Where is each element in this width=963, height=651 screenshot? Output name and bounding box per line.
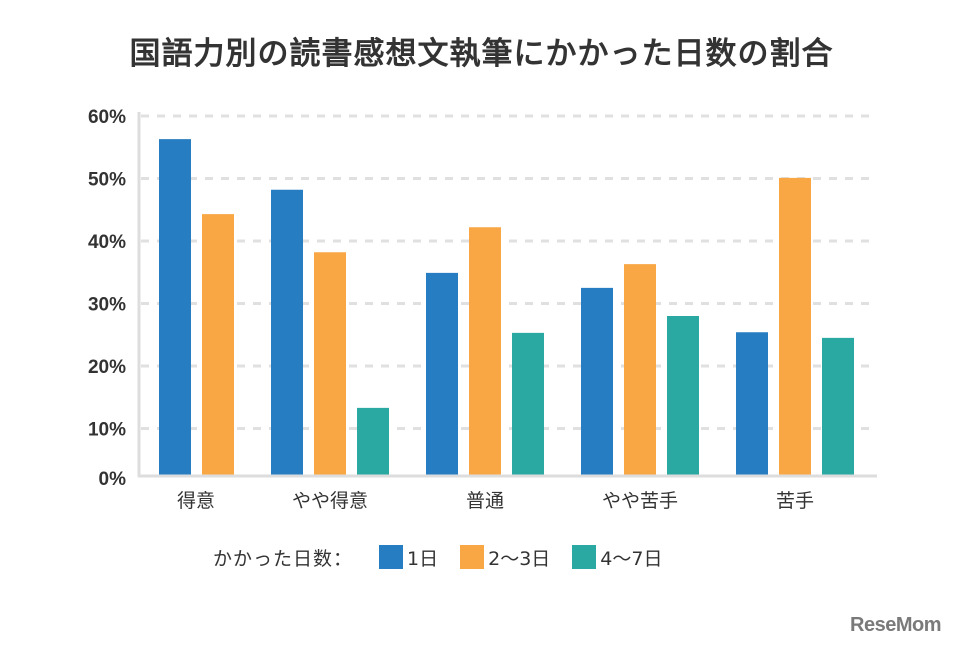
bar-2-3days <box>314 252 346 475</box>
bar-4-7days <box>667 316 699 475</box>
x-axis-ticks: 得意 やや得意 普通 やや苦手 苦手 <box>177 490 814 512</box>
bar-2-3days <box>202 214 234 475</box>
bar-1day <box>581 287 613 475</box>
legend-item-4-7days: 4〜7日 <box>572 544 662 571</box>
y-tick-label: 0% <box>99 469 127 490</box>
y-tick-label: 30% <box>88 295 126 316</box>
y-tick-label: 40% <box>88 232 126 253</box>
legend-label-2-3days: 2〜3日 <box>488 547 551 570</box>
x-tick-label: 得意 <box>177 490 215 512</box>
bar-4-7days <box>357 407 389 475</box>
legend-item-2-3days: 2〜3日 <box>460 544 550 571</box>
bar-1day <box>736 332 768 475</box>
y-tick-label: 50% <box>88 170 126 191</box>
bar-2-3days <box>779 177 811 475</box>
legend: かかった日数： 1日 2〜3日 4〜7日 <box>213 543 684 571</box>
bar-4-7days <box>822 337 854 475</box>
bar-1day <box>271 189 303 475</box>
legend-swatch-2-3days <box>460 545 485 569</box>
bar-1day <box>159 139 191 475</box>
bar-1day <box>426 272 458 475</box>
legend-swatch-1day <box>379 545 404 569</box>
y-tick-label: 20% <box>88 357 126 378</box>
legend-label-1day: 1日 <box>407 547 439 570</box>
x-tick-label: 普通 <box>466 490 504 512</box>
legend-item-1day: 1日 <box>379 544 438 571</box>
chart-title: 国語力別の読書感想文執筆にかかった日数の割合 <box>129 36 834 72</box>
legend-label-4-7days: 4〜7日 <box>600 547 663 570</box>
x-tick-label: やや得意 <box>292 490 368 512</box>
y-tick-label: 10% <box>88 420 126 441</box>
x-tick-label: やや苦手 <box>602 490 678 512</box>
bar-2-3days <box>624 264 656 475</box>
legend-swatch-4-7days <box>572 545 597 569</box>
resemom-logo: ReseMom <box>850 614 941 636</box>
y-axis-ticks: 0% 10% 20% 30% 40% 50% 60% <box>88 107 126 490</box>
x-tick-label: 苦手 <box>776 490 814 512</box>
y-tick-label: 60% <box>88 107 126 128</box>
bars <box>159 139 854 475</box>
bar-2-3days <box>469 227 501 475</box>
legend-title: かかった日数： <box>213 547 354 570</box>
bar-4-7days <box>512 332 544 475</box>
